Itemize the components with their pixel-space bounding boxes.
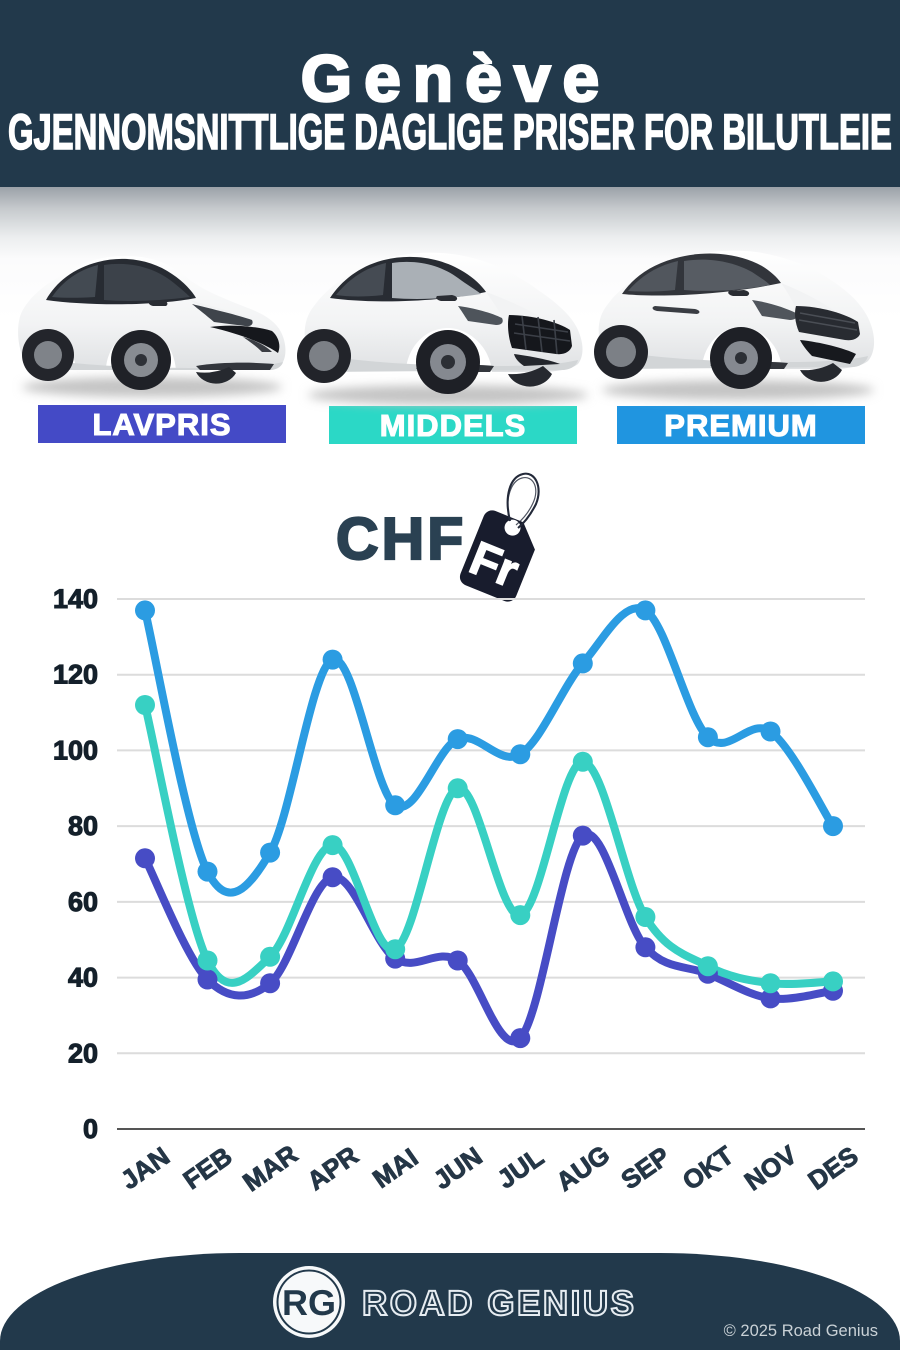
svg-text:NOV: NOV [739, 1139, 803, 1196]
svg-text:APR: APR [302, 1140, 364, 1196]
svg-text:100: 100 [53, 735, 98, 765]
svg-text:ROAD GENIUS: ROAD GENIUS [362, 1284, 636, 1323]
svg-text:SEP: SEP [615, 1141, 675, 1195]
svg-text:40: 40 [68, 963, 98, 993]
svg-text:JAN: JAN [115, 1141, 175, 1195]
svg-text:JUL: JUL [492, 1142, 550, 1195]
svg-text:80: 80 [68, 811, 98, 841]
svg-text:JUN: JUN [428, 1141, 488, 1195]
svg-text:120: 120 [53, 660, 98, 690]
svg-text:OKT: OKT [677, 1140, 739, 1196]
svg-text:20: 20 [68, 1038, 98, 1068]
svg-text:AUG: AUG [551, 1139, 616, 1197]
svg-text:DES: DES [802, 1140, 863, 1195]
svg-text:MAR: MAR [237, 1139, 303, 1198]
svg-text:0: 0 [83, 1114, 98, 1144]
svg-text:60: 60 [68, 887, 98, 917]
svg-text:RG: RG [282, 1282, 336, 1323]
svg-text:FEB: FEB [178, 1141, 238, 1195]
svg-text:MAI: MAI [367, 1142, 423, 1194]
svg-text:140: 140 [53, 584, 98, 614]
